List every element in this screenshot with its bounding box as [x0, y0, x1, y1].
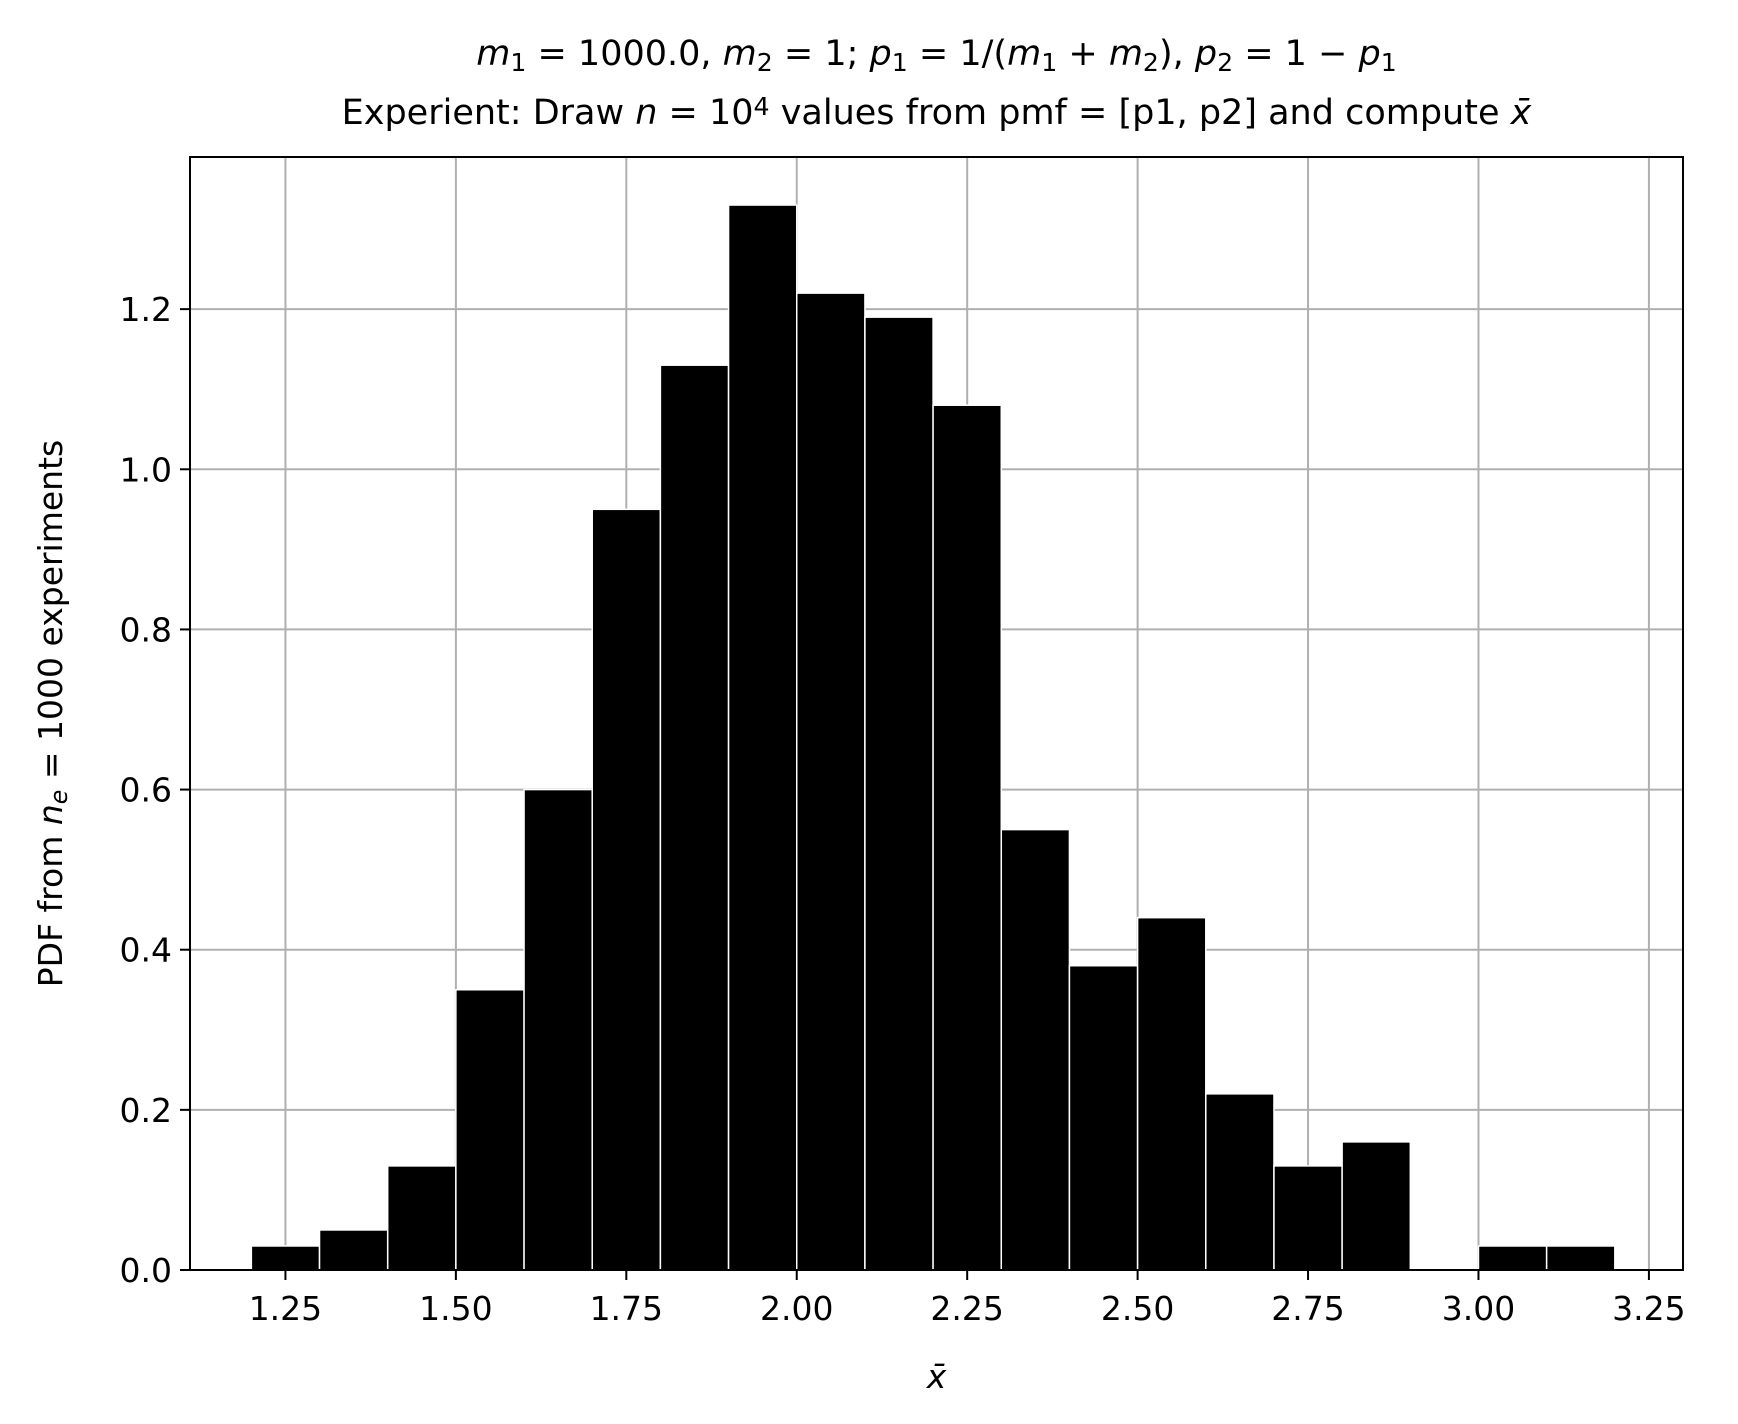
- x-tick-label: 2.00: [760, 1289, 833, 1328]
- text-run: 1: [1381, 48, 1397, 77]
- text-run: 1: [510, 48, 526, 77]
- text-run: 2: [1143, 48, 1159, 77]
- y-tick-label: 0.6: [120, 771, 172, 810]
- chart-title-line1: m1 = 1000.0, m2 = 1; p1 = 1/(m1 + m2), p…: [476, 34, 1397, 77]
- histogram-bar: [591, 508, 662, 1271]
- text-run: = 1/(: [908, 34, 1007, 74]
- x-tick-label: 2.25: [930, 1289, 1003, 1328]
- text-run: Experient: Draw: [342, 93, 636, 133]
- histogram-bar: [1000, 828, 1071, 1271]
- text-run: e: [45, 790, 73, 805]
- histogram-bar: [250, 1245, 321, 1271]
- text-run: 4: [754, 92, 770, 121]
- x-tick-label: 3.00: [1442, 1289, 1515, 1328]
- text-run: 2: [1217, 48, 1233, 77]
- x-tick-label: 3.25: [1612, 1289, 1685, 1328]
- text-run: PDF from: [31, 825, 70, 987]
- text-run: +: [1057, 34, 1109, 74]
- text-run: p: [869, 34, 892, 74]
- text-run: m: [723, 34, 757, 74]
- text-run: p: [1358, 34, 1381, 74]
- text-run: = 1000.0,: [526, 34, 722, 74]
- histogram-bar: [1545, 1245, 1616, 1271]
- x-tick-label: 1.25: [249, 1289, 322, 1328]
- text-run: n: [635, 93, 657, 133]
- x-axis-label: x̄: [926, 1357, 947, 1396]
- text-run: p: [1194, 34, 1217, 74]
- y-tick-label: 1.0: [120, 450, 172, 489]
- histogram-bar: [932, 404, 1003, 1271]
- histogram-bar: [1477, 1245, 1548, 1271]
- text-run: = 1;: [773, 34, 870, 74]
- y-tick-label: 0.4: [120, 931, 172, 970]
- text-run: m: [1007, 34, 1041, 74]
- text-run: n: [31, 804, 70, 825]
- y-tick-label: 0.0: [120, 1251, 172, 1290]
- text-run: ),: [1159, 34, 1195, 74]
- histogram-bar: [1273, 1165, 1343, 1271]
- histogram-bar: [795, 292, 866, 1271]
- text-run: values from pmf = [p1, p2] and compute: [770, 93, 1511, 133]
- histogram-bar: [659, 364, 730, 1271]
- x-tick-label: 1.50: [419, 1289, 492, 1328]
- text-run: x̄: [1510, 93, 1532, 133]
- text-run: = 1000 experiments: [31, 440, 70, 790]
- y-tick-label: 1.2: [120, 290, 172, 329]
- histogram-bar: [523, 788, 593, 1271]
- text-run: 2: [757, 48, 773, 77]
- histogram-bar: [318, 1229, 389, 1271]
- histogram-bar: [1341, 1141, 1412, 1271]
- text-run: 1: [892, 48, 908, 77]
- text-run: 1: [1041, 48, 1057, 77]
- text-run: m: [1109, 34, 1143, 74]
- x-tick-label: 2.50: [1101, 1289, 1174, 1328]
- histogram-bar: [1136, 916, 1207, 1271]
- histogram-bar: [727, 204, 798, 1271]
- text-run: = 1 −: [1233, 34, 1358, 74]
- x-tick-label: 2.75: [1271, 1289, 1344, 1328]
- x-tick-label: 1.75: [590, 1289, 663, 1328]
- chart-title-line2: Experient: Draw n = 104 values from pmf …: [342, 92, 1532, 134]
- histogram-bars: [250, 204, 1616, 1271]
- histogram-bar: [864, 316, 934, 1271]
- text-run: x̄: [926, 1357, 947, 1396]
- text-run: = 10: [657, 93, 753, 133]
- axis-ticks: 1.25 1.50 1.75 2.00 2.25 2.50 2.75 3.00 3.25 0.0 0…: [120, 290, 1686, 1328]
- y-tick-label: 0.2: [120, 1091, 172, 1130]
- histogram-bar: [1205, 1093, 1275, 1271]
- axes-frame: [189, 156, 1684, 1271]
- y-tick-label: 0.8: [120, 610, 172, 649]
- text-run: m: [476, 34, 510, 74]
- histogram-bar: [455, 988, 525, 1271]
- y-axis-label: PDF from ne = 1000 experiments: [31, 440, 73, 987]
- histogram-bar: [1068, 964, 1139, 1271]
- histogram-bar: [386, 1165, 457, 1271]
